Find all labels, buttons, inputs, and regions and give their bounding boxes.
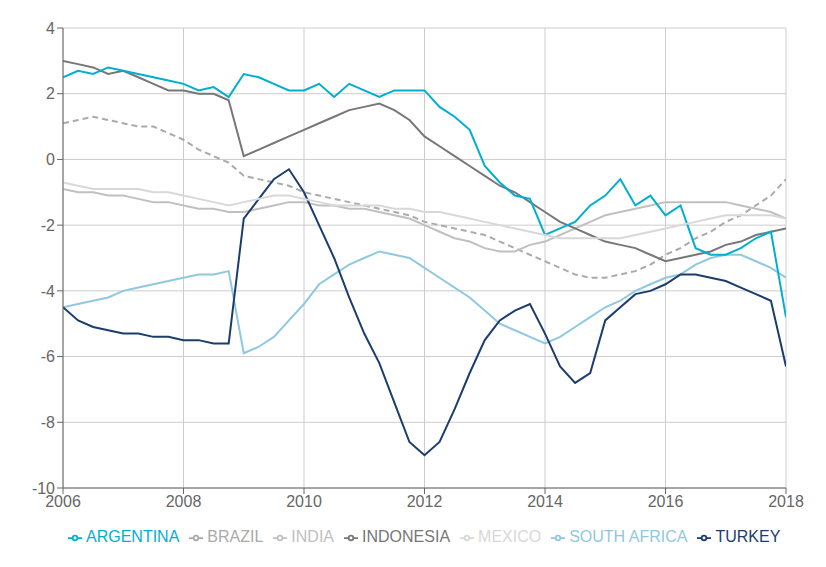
svg-text:4: 4 — [46, 20, 55, 37]
html-text:ARGENTINA: ARGENTINA — [86, 528, 180, 545]
svg-text:2012: 2012 — [407, 493, 443, 510]
svg-text:-2: -2 — [41, 217, 55, 234]
html-text:INDONESIA: INDONESIA — [362, 528, 450, 545]
html-text:SOUTH AFRICA: SOUTH AFRICA — [569, 528, 688, 545]
svg-text:-6: -6 — [41, 348, 55, 365]
svg-text:2014: 2014 — [527, 493, 563, 510]
svg-text:0: 0 — [46, 151, 55, 168]
svg-text:2006: 2006 — [45, 493, 81, 511]
html-text:TURKEY: TURKEY — [715, 528, 781, 545]
svg-text:-10: -10 — [32, 480, 55, 497]
html-text:BRAZIL: BRAZIL — [207, 528, 264, 545]
svg-text:2008: 2008 — [166, 493, 202, 510]
svg-text:2018: 2018 — [768, 493, 804, 510]
html-text:MEXICO: MEXICO — [478, 528, 542, 545]
svg-text:-8: -8 — [41, 414, 55, 431]
svg-text:2016: 2016 — [648, 493, 684, 510]
svg-text:2010: 2010 — [286, 493, 322, 510]
svg-text:2: 2 — [46, 85, 55, 102]
svg-text:-4: -4 — [41, 283, 55, 300]
html-text:INDIA: INDIA — [291, 528, 334, 545]
